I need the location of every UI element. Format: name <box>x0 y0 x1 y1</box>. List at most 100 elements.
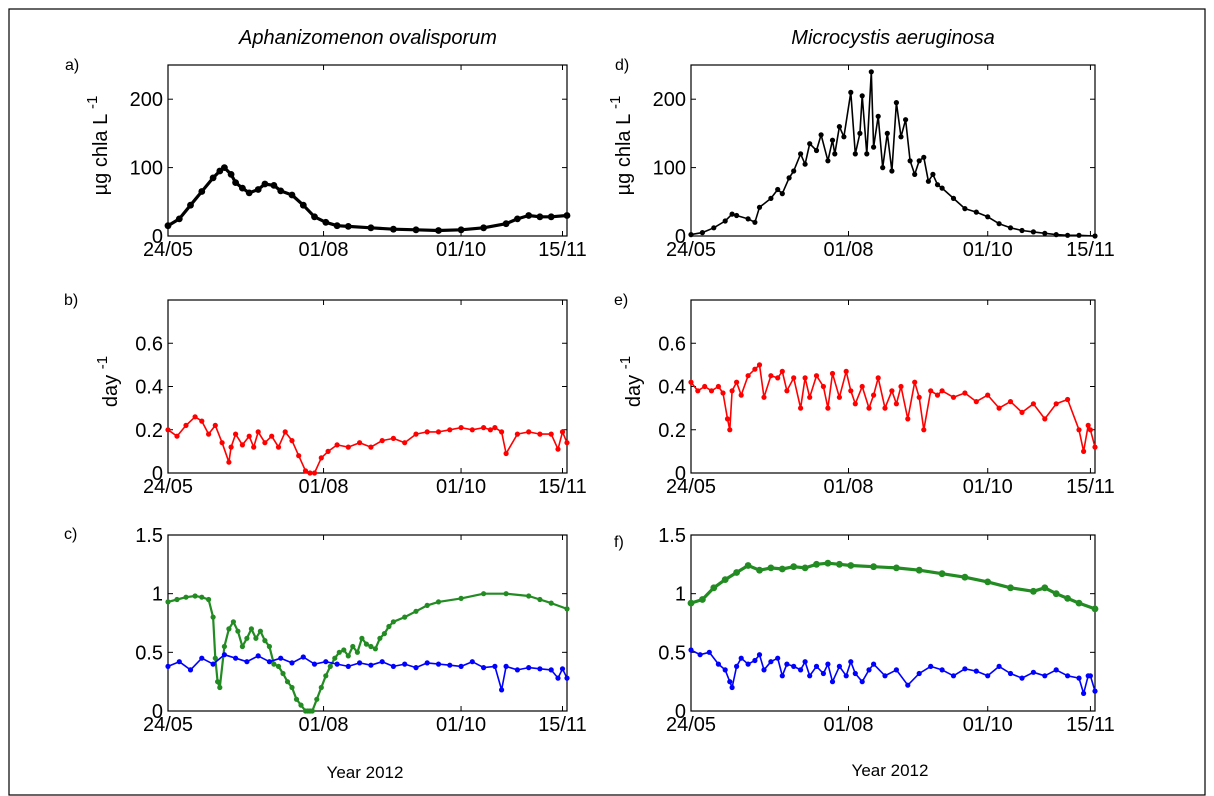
panel-c-xtick-label: 15/11 <box>538 714 587 736</box>
panel-a-series-0-point <box>261 180 269 188</box>
panel-e-series-0-point <box>768 373 774 379</box>
panel-c-series-0-point <box>435 599 442 605</box>
panel-d-series-0-point <box>711 225 717 231</box>
panel-e-series-0-point <box>729 388 735 394</box>
panel-b-series-0-point <box>345 444 351 450</box>
panel-e-series-0-point <box>779 368 785 374</box>
panel-c-series-0-point <box>280 670 286 677</box>
panel-f-series-1-point <box>852 670 858 677</box>
panel-f-series-0-point <box>870 563 877 571</box>
panel-d-series-0-point <box>848 89 854 95</box>
panel-e-series-0-point <box>898 383 904 390</box>
panel-b-series-0-point <box>334 442 340 448</box>
panel-e-series-0-point <box>825 405 831 411</box>
panel-a-xtick-label: 15/11 <box>538 239 587 261</box>
panel-f-ytick-label: 0.5 <box>658 642 686 664</box>
panel-a-series-0-point <box>536 213 544 221</box>
panel-f-series-0-point <box>710 584 718 592</box>
panel-b-series-0-point <box>390 435 396 441</box>
panel-b-series-0-point <box>537 431 543 437</box>
panel-f: f) 0 0.5 1 1.5 24/05 01/08 01/10 15/11 <box>614 525 1115 736</box>
panel-a-series-0-point <box>311 213 318 221</box>
panel-e-series-0-point <box>928 388 934 394</box>
panel-c-series-1-point <box>323 659 329 665</box>
panel-c-series-0-point <box>359 635 365 641</box>
panel-f-letter: f) <box>614 534 624 551</box>
panel-e-series-0-point <box>889 388 895 394</box>
panel-b-series-0-point <box>325 448 331 454</box>
panel-b-series-0-point <box>311 470 318 476</box>
panel-f-series-1-point <box>1092 688 1098 694</box>
panel-c-series-1-point <box>176 659 182 665</box>
panel-e-series-0-point <box>1087 427 1093 433</box>
panel-f-series-1-point <box>848 659 854 665</box>
panel-f-series-0-point <box>790 563 798 571</box>
panel-f-series-1-point <box>825 661 831 667</box>
panel-e-series-0-point <box>784 388 790 394</box>
panel-f-ytick-label: 0 <box>675 701 686 723</box>
panel-e-series-0-point <box>921 427 927 433</box>
panel-b-series-0-point <box>262 440 268 446</box>
panel-a-series-0-point <box>239 184 246 192</box>
panel-d-axes-frame <box>690 64 1096 237</box>
panel-a-series-0-point <box>164 222 172 230</box>
panel-e-series-0-point <box>843 368 849 374</box>
panel-b-series-0-point <box>226 459 232 465</box>
panel-c-series-0-point <box>526 593 532 599</box>
panel-f-series-1-point <box>962 666 968 672</box>
panel-c-series-1-point <box>244 659 250 665</box>
panel-c-series-0-point <box>377 635 383 641</box>
panel-c-series-0-point <box>199 594 205 600</box>
panel-f-series-1-point <box>798 667 804 673</box>
panel-d-series-0-point <box>884 130 890 136</box>
panel-b-series-0-point <box>526 429 532 435</box>
panel-d-y-axis-title-exponent: -1 <box>607 96 624 109</box>
panel-d-series-0-point <box>852 151 858 157</box>
panel-c-series-1-point <box>526 665 532 671</box>
panel-d-ytick-label: 100 <box>653 158 686 180</box>
panel-e-series-0-point <box>761 394 767 400</box>
panel-f-series-0-point <box>801 564 809 572</box>
panel-b-series-0-point <box>212 422 218 428</box>
panel-c-series-0-point <box>284 679 291 685</box>
panel-f-series-0-point <box>733 569 740 576</box>
panel-b-series-0-point <box>228 444 234 450</box>
panel-e-series-0-point <box>695 388 701 394</box>
panel-a-series-0-point <box>435 227 442 234</box>
panel-c-series-0-point <box>257 628 263 634</box>
panel-b-series-0-point <box>174 433 180 439</box>
panel-c-series-0-point <box>239 643 245 650</box>
panel-d: d) 0 100 200 24/05 01/08 01/10 15/11 µg chla L -… <box>607 57 1115 261</box>
panel-f-series-1-point <box>829 679 836 685</box>
panel-d-series-0-point <box>786 175 792 181</box>
panel-f-series-1-point <box>836 663 843 670</box>
panel-c-series-1-point <box>345 663 351 670</box>
panel-c-series-0-point <box>327 663 333 670</box>
panel-b-series-0-point <box>251 444 257 450</box>
panel-c-series-1-point <box>165 663 171 670</box>
panel-c-series-0-point <box>390 619 396 625</box>
panel-e-xtick-label: 01/08 <box>823 476 873 498</box>
panel-e-ytick-label: 0.6 <box>658 333 686 355</box>
panel-c-series-0-point <box>230 619 236 625</box>
panel-d-letter: d) <box>615 57 629 74</box>
panel-f-series-0-point <box>824 559 832 567</box>
panel-b-series-0-point <box>183 422 189 428</box>
panel-f-series-1-point <box>893 667 900 673</box>
panel-b-series-0-point <box>282 429 288 435</box>
panel-d-series-0-point <box>875 113 881 119</box>
panel-f-series-1-point <box>734 663 740 670</box>
panel-c-series-0-point <box>215 679 221 685</box>
panel-e-y-axis-title-exponent: -1 <box>617 356 634 369</box>
panel-f-series-1-point <box>820 670 827 677</box>
panel-e-series-0-point <box>852 401 858 407</box>
panel-f-series-1-point <box>697 652 703 658</box>
panel-c-series-0-point <box>368 643 374 650</box>
panel-f-series-1-point <box>996 663 1002 670</box>
panel-f-xtick-label: 15/11 <box>1066 714 1115 736</box>
panel-a-series-0-point <box>514 215 521 223</box>
panel-d-series-0-point <box>756 204 763 210</box>
panel-e-series-0-point <box>1065 396 1071 403</box>
panel-d-series-0-point <box>857 130 863 136</box>
panel-a-series-0-point <box>344 223 352 230</box>
